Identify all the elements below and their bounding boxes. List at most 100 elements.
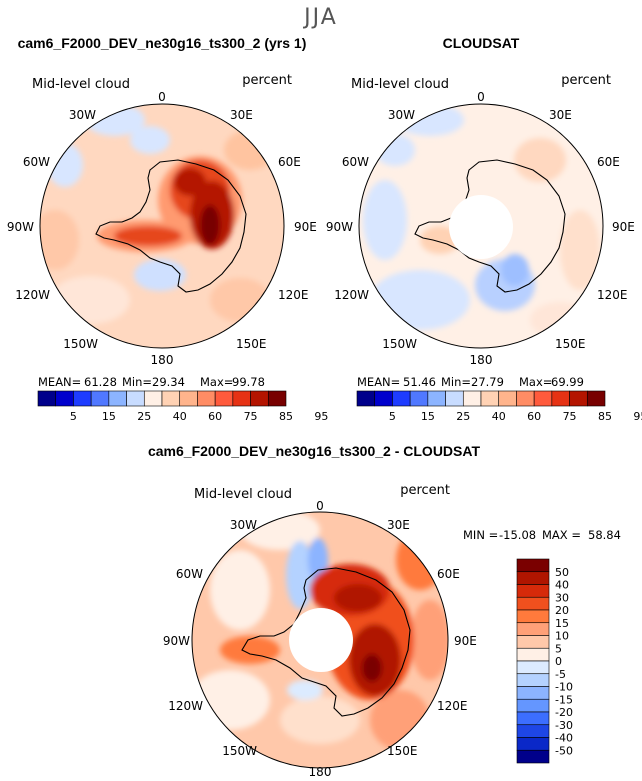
colorbar-swatch <box>516 609 550 624</box>
colorbar-swatch <box>551 390 570 407</box>
svg-text:90W: 90W <box>163 634 190 648</box>
svg-text:90E: 90E <box>612 220 635 234</box>
svg-text:60W: 60W <box>176 567 203 581</box>
panel-obs-left-label: Mid-level cloud <box>351 77 449 92</box>
svg-text:51.46: 51.46 <box>403 375 436 389</box>
svg-text:MIN =: MIN = <box>463 528 498 542</box>
svg-text:0: 0 <box>477 90 485 104</box>
colorbar-swatch <box>516 711 550 726</box>
colorbar-swatch <box>374 390 393 407</box>
colorbar-tick-label: 5 <box>555 642 562 655</box>
panel-model-right-label: percent <box>242 73 292 88</box>
svg-text:69.99: 69.99 <box>551 375 584 389</box>
colorbar-swatch <box>516 584 550 598</box>
svg-text:120E: 120E <box>437 699 468 713</box>
colorbar-tick-label: 95 <box>314 410 328 423</box>
panel-obs-lon-labels: 0 30E 60E 90E 120E 150E 180 150W 120W 90… <box>326 90 635 367</box>
svg-text:90W: 90W <box>7 220 34 234</box>
colorbar-swatch <box>126 390 145 407</box>
svg-text:Min=: Min= <box>122 375 152 389</box>
colorbar-swatch <box>232 390 251 407</box>
svg-text:29.34: 29.34 <box>152 375 185 389</box>
colorbar-swatch <box>516 660 550 675</box>
colorbar-tick-label: -50 <box>555 744 573 757</box>
colorbar-swatch <box>516 647 550 662</box>
svg-text:30W: 30W <box>69 108 96 122</box>
svg-text:MEAN=: MEAN= <box>357 375 400 389</box>
colorbar-swatch <box>108 390 127 407</box>
colorbar-swatch <box>533 390 553 407</box>
colorbar-tick-label: -5 <box>555 668 566 681</box>
colorbar-swatch <box>462 390 482 407</box>
colorbar-tick-label: 85 <box>598 410 612 423</box>
svg-text:150E: 150E <box>387 744 418 758</box>
colorbar-swatch <box>516 737 550 751</box>
colorbar-tick-label: 60 <box>527 410 541 423</box>
colorbar-swatch <box>143 390 163 407</box>
panel-model-title: cam6_F2000_DEV_ne30g16_ts300_2 (yrs 1) <box>18 35 307 51</box>
colorbar-tick-label: 20 <box>555 604 569 617</box>
colorbar-swatch <box>214 390 234 407</box>
panel-obs-title: CLOUDSAT <box>443 35 520 51</box>
panel-diff-stats: MIN = -15.08 MAX = 58.84 <box>463 528 621 542</box>
colorbar-tick-label: -20 <box>555 706 573 719</box>
svg-text:60E: 60E <box>278 155 301 169</box>
svg-text:150W: 150W <box>222 744 257 758</box>
svg-text:30E: 30E <box>549 108 572 122</box>
colorbar-tick-label: 40 <box>173 410 187 423</box>
colorbar-swatch <box>445 390 464 407</box>
panel-diff-left-label: Mid-level cloud <box>194 487 292 502</box>
svg-text:30W: 30W <box>230 518 257 532</box>
colorbar-tick-label: -30 <box>555 719 573 732</box>
panel-model-left-label: Mid-level cloud <box>32 77 130 92</box>
svg-text:MAX =: MAX = <box>542 528 581 542</box>
panel-diff-pole-hole <box>289 608 353 672</box>
colorbar-swatch <box>161 390 181 407</box>
colorbar-swatch <box>197 390 216 407</box>
colorbar-swatch <box>516 635 550 649</box>
colorbar-swatch <box>516 390 535 407</box>
colorbar-swatch <box>90 390 110 407</box>
colorbar-swatch <box>409 390 429 407</box>
colorbar-tick-label: 10 <box>555 630 569 643</box>
colorbar-tick-label: 60 <box>208 410 222 423</box>
colorbar-tick-label: 95 <box>633 410 642 423</box>
svg-text:90W: 90W <box>326 220 353 234</box>
colorbar-tick-label: -10 <box>555 681 573 694</box>
svg-text:60E: 60E <box>437 567 460 581</box>
svg-text:Min=: Min= <box>441 375 471 389</box>
colorbar-swatch <box>480 390 500 407</box>
colorbar-tick-label: 30 <box>555 591 569 604</box>
colorbar-tick-label: 15 <box>102 410 116 423</box>
colorbar-swatch <box>516 749 550 764</box>
svg-text:180: 180 <box>470 353 493 367</box>
colorbar-tick-label: 75 <box>563 410 577 423</box>
colorbar-swatch <box>267 390 287 407</box>
panel-obs-right-label: percent <box>561 73 611 88</box>
svg-text:150W: 150W <box>63 337 98 351</box>
panel-obs-stats: MEAN= 51.46 Min= 27.79 Max= 69.99 <box>357 375 584 389</box>
colorbar-swatch <box>55 390 74 407</box>
colorbar-swatch <box>516 698 550 713</box>
panel-diff-coastline <box>241 567 411 717</box>
colorbar-swatch <box>586 390 606 407</box>
colorbar-tick-label: 0 <box>555 655 562 668</box>
panel-model-stats: MEAN= 61.28 Min= 29.34 Max= 99.78 <box>38 375 265 389</box>
panel-diff-lon-labels: 0 30E 60E 90E 120E 150E 180 150W 120W 90… <box>163 499 477 779</box>
colorbar-swatch <box>427 390 446 407</box>
panel-model: cam6_F2000_DEV_ne30g16_ts300_2 (yrs 1) M… <box>7 35 329 423</box>
svg-text:150E: 150E <box>555 337 586 351</box>
colorbar-tick-label: 15 <box>421 410 435 423</box>
svg-text:-15.08: -15.08 <box>499 528 536 542</box>
colorbar-tick-label: 5 <box>70 410 77 423</box>
season-title: JJA <box>302 5 338 30</box>
colorbar-swatch <box>179 390 198 407</box>
svg-text:MEAN=: MEAN= <box>38 375 81 389</box>
colorbar-tick-label: 25 <box>137 410 151 423</box>
colorbar-swatch <box>498 390 517 407</box>
colorbar-tick-label: 15 <box>555 617 569 630</box>
colorbar-swatch <box>37 390 57 407</box>
svg-text:180: 180 <box>151 353 174 367</box>
panel-model-lon-labels: 0 30E 60E 90E 120E 150E 180 150W 120W 90… <box>7 90 317 367</box>
